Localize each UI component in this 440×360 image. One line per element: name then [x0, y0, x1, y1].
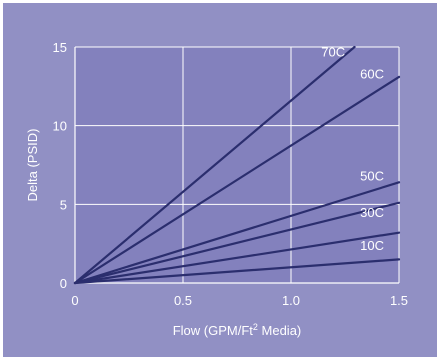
series-line-10C	[73, 258, 401, 285]
series-label-70C: 70C	[321, 44, 345, 59]
y-axis-title: Delta (PSID)	[25, 129, 40, 202]
series-lines	[73, 45, 401, 285]
tick-labels: 0 0.5 1.0 1.5 0 5 10 15	[53, 40, 409, 308]
y-tick-label-3: 15	[53, 40, 67, 55]
y-tick-label-1: 5	[60, 197, 67, 212]
series-line-30C	[73, 201, 401, 285]
x-axis-title: Flow (GPM/Ft2 Media)	[173, 322, 302, 338]
grid	[75, 46, 400, 283]
series-label-50C: 50C	[360, 169, 384, 184]
x-tick-label-1: 0.5	[174, 293, 192, 308]
series-line-50C	[73, 181, 401, 285]
plot-area	[75, 47, 399, 283]
y-tick-label-2: 10	[53, 119, 67, 134]
axes	[74, 47, 399, 284]
series-label-60C: 60C	[360, 66, 384, 81]
x-axis-title-suffix: Media)	[258, 323, 301, 338]
x-axis-title-superscript: 2	[253, 322, 258, 332]
flow-delta-chart: 70C 60C 50C 30C 10C 0 0.5 1.0 1.5 0 5 10 15 Flow (G…	[25, 40, 409, 338]
series-labels: 70C 60C 50C 30C 10C	[321, 44, 384, 253]
y-tick-label-0: 0	[60, 276, 67, 291]
x-axis-title-main: Flow (GPM/Ft	[173, 323, 254, 338]
series-line-60C	[73, 75, 401, 285]
series-line-70C	[73, 45, 356, 285]
series-label-30C: 30C	[360, 205, 384, 220]
x-tick-label-2: 1.0	[282, 293, 300, 308]
x-tick-label-0: 0	[71, 293, 78, 308]
series-line-unlabeled-4	[73, 231, 401, 285]
series-label-10C: 10C	[360, 238, 384, 253]
chart-panel: 70C 60C 50C 30C 10C 0 0.5 1.0 1.5 0 5 10 15 Flow (G…	[3, 3, 437, 357]
x-tick-label-3: 1.5	[390, 293, 408, 308]
